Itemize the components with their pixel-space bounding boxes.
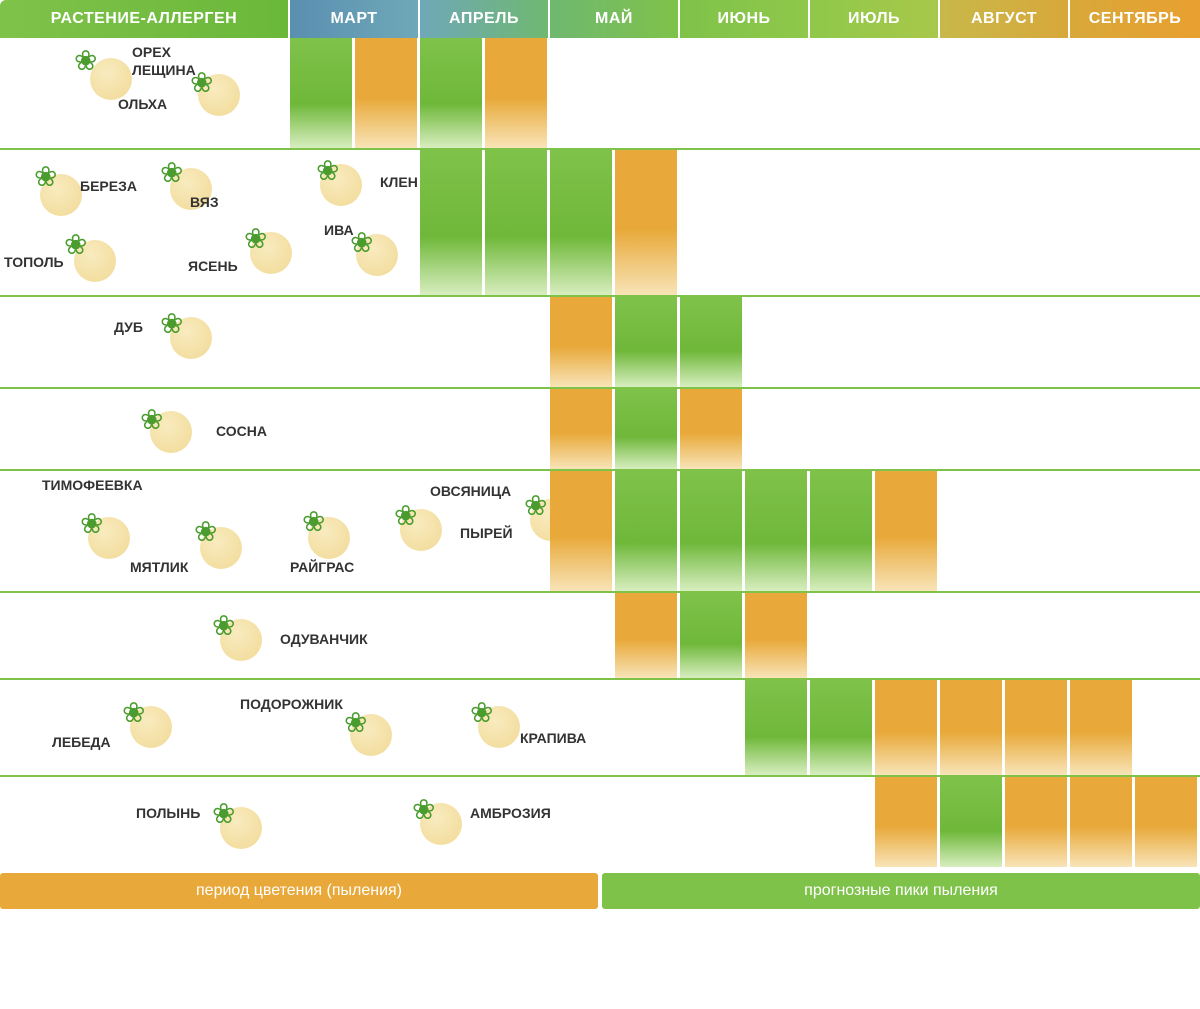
plant-label: ЛЕЩИНА <box>132 62 196 78</box>
plants-cell: ❀ СОСНА <box>0 389 290 469</box>
bloom-bar <box>1135 777 1200 867</box>
row-3: ❀ СОСНА <box>0 389 1200 471</box>
peak-bar <box>290 38 355 148</box>
header-month-4: ИЮЛЬ <box>810 0 940 38</box>
plant-icon: ❀ <box>212 609 235 642</box>
peak-bar <box>745 471 810 591</box>
bloom-bar <box>615 593 680 678</box>
plant-icon: ❀ <box>194 515 217 548</box>
plant-label: ОРЕХ <box>132 44 171 60</box>
plant-label: ТОПОЛЬ <box>4 254 64 270</box>
peak-bar <box>745 680 810 775</box>
timeline <box>290 593 1200 678</box>
peak-bar <box>680 593 745 678</box>
bloom-bar <box>550 471 615 591</box>
timeline <box>290 471 1200 591</box>
peak-bar <box>615 389 680 469</box>
peak-bar <box>810 680 875 775</box>
bloom-bar <box>875 680 940 775</box>
header-month-5: АВГУСТ <box>940 0 1070 38</box>
plants-cell: ❀ПОЛЫНЬ❀АМБРОЗИЯ <box>0 777 290 867</box>
header-month-2: МАЙ <box>550 0 680 38</box>
allergen-calendar-chart: РАСТЕНИЕ-АЛЛЕРГЕН МАРТАПРЕЛЬМАЙИЮНЬИЮЛЬА… <box>0 0 1200 909</box>
plant-label: ЯСЕНЬ <box>188 258 238 274</box>
row-5: ❀ОДУВАНЧИК <box>0 593 1200 680</box>
plant-icon: ❀ <box>122 696 145 729</box>
legend-bloom: период цветения (пыления) <box>0 873 598 909</box>
peak-bar <box>680 297 745 387</box>
bloom-bar <box>485 38 550 148</box>
header-month-6: СЕНТЯБРЬ <box>1070 0 1200 38</box>
row-0: ❀ОРЕХЛЕЩИНА❀ОЛЬХА <box>0 38 1200 150</box>
plant-icon: ❀ <box>190 66 213 99</box>
peak-bar <box>550 150 615 295</box>
peak-bar <box>615 471 680 591</box>
legend: период цветения (пыления) прогнозные пик… <box>0 873 1200 909</box>
plants-cell: ❀ОРЕХЛЕЩИНА❀ОЛЬХА <box>0 38 290 148</box>
header-month-1: АПРЕЛЬ <box>420 0 550 38</box>
bloom-bar <box>1005 680 1070 775</box>
timeline <box>290 38 1200 148</box>
row-7: ❀ПОЛЫНЬ❀АМБРОЗИЯ <box>0 777 1200 867</box>
peak-bar <box>485 150 550 295</box>
timeline <box>290 777 1200 867</box>
plant-icon: ❀ <box>64 228 87 261</box>
plant-label: ДУБ <box>114 319 143 335</box>
plant-icon: ❀ <box>212 797 235 830</box>
peak-bar <box>940 777 1005 867</box>
row-2: ❀ ДУБ <box>0 297 1200 389</box>
plant-label: МЯТЛИК <box>130 559 188 575</box>
plant-label: ЛЕБЕДА <box>52 734 111 750</box>
bloom-bar <box>875 471 940 591</box>
header-plant-col: РАСТЕНИЕ-АЛЛЕРГЕН <box>0 0 290 38</box>
peak-bar <box>420 38 485 148</box>
bloom-bar <box>745 593 810 678</box>
bloom-bar <box>1070 777 1135 867</box>
plants-cell: ❀БЕРЕЗА❀ВЯЗ❀КЛЕН❀ТОПОЛЬ❀ЯСЕНЬ❀ИВА <box>0 150 290 295</box>
peak-bar <box>615 297 680 387</box>
timeline <box>290 297 1200 387</box>
plant-icon: ❀ <box>160 156 183 189</box>
row-4: ❀ТИМОФЕЕВКА❀МЯТЛИК❀РАЙГРАС❀ОВСЯНИЦА❀ПЫРЕ… <box>0 471 1200 593</box>
plants-cell: ❀ОДУВАНЧИК <box>0 593 290 678</box>
timeline <box>290 150 1200 295</box>
plant-icon: ❀ <box>74 44 97 77</box>
plant-icon: ❀ <box>244 222 267 255</box>
plant-icon: ❀ <box>140 403 163 436</box>
plant-label: СОСНА <box>216 423 267 439</box>
peak-bar <box>420 150 485 295</box>
bloom-bar <box>550 297 615 387</box>
bloom-bar <box>875 777 940 867</box>
peak-bar <box>810 471 875 591</box>
bloom-bar <box>550 389 615 469</box>
bloom-bar <box>355 38 420 148</box>
rows-container: ❀ОРЕХЛЕЩИНА❀ОЛЬХА❀БЕРЕЗА❀ВЯЗ❀КЛЕН❀ТОПОЛЬ… <box>0 38 1200 867</box>
bloom-bar <box>680 389 745 469</box>
plants-cell: ❀ ДУБ <box>0 297 290 387</box>
bloom-bar <box>1070 680 1135 775</box>
legend-peak: прогнозные пики пыления <box>602 873 1200 909</box>
timeline <box>290 389 1200 469</box>
header-month-0: МАРТ <box>290 0 420 38</box>
peak-bar <box>680 471 745 591</box>
plant-label: ОЛЬХА <box>118 96 167 112</box>
header-month-3: ИЮНЬ <box>680 0 810 38</box>
plants-cell: ❀ТИМОФЕЕВКА❀МЯТЛИК❀РАЙГРАС❀ОВСЯНИЦА❀ПЫРЕ… <box>0 471 290 591</box>
plant-icon: ❀ <box>80 507 103 540</box>
plant-label: ТИМОФЕЕВКА <box>42 477 143 493</box>
plant-icon: ❀ <box>160 307 183 340</box>
plants-cell: ❀ЛЕБЕДА❀ПОДОРОЖНИК❀КРАПИВА <box>0 680 290 775</box>
plant-label: БЕРЕЗА <box>80 178 137 194</box>
plant-label: ПОЛЫНЬ <box>136 805 200 821</box>
bloom-bar <box>1005 777 1070 867</box>
plant-label: ВЯЗ <box>190 194 219 210</box>
bloom-bar <box>615 150 680 295</box>
timeline <box>290 680 1200 775</box>
row-1: ❀БЕРЕЗА❀ВЯЗ❀КЛЕН❀ТОПОЛЬ❀ЯСЕНЬ❀ИВА <box>0 150 1200 297</box>
bloom-bar <box>940 680 1005 775</box>
header-row: РАСТЕНИЕ-АЛЛЕРГЕН МАРТАПРЕЛЬМАЙИЮНЬИЮЛЬА… <box>0 0 1200 38</box>
row-6: ❀ЛЕБЕДА❀ПОДОРОЖНИК❀КРАПИВА <box>0 680 1200 777</box>
plant-icon: ❀ <box>34 160 57 193</box>
